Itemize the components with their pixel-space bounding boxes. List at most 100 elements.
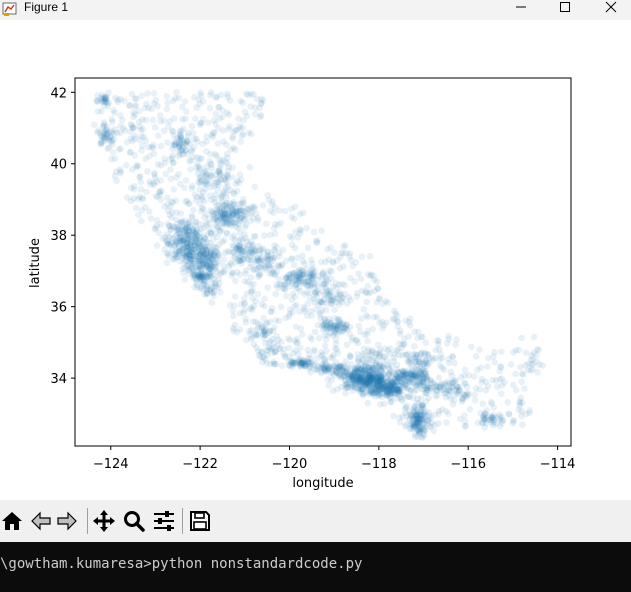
data-point: [301, 362, 309, 370]
data-point: [279, 246, 287, 254]
minimize-button[interactable]: [499, 0, 543, 14]
maximize-button[interactable]: [543, 0, 587, 14]
data-point: [273, 281, 280, 289]
data-point: [320, 365, 328, 372]
data-point: [213, 208, 221, 215]
data-point: [176, 141, 184, 148]
close-button[interactable]: [589, 0, 631, 14]
data-point: [181, 264, 189, 271]
data-point: [366, 272, 374, 280]
data-point: [288, 274, 296, 282]
data-point: [203, 250, 211, 257]
data-point: [150, 179, 157, 187]
data-point: [334, 325, 341, 333]
data-point: [349, 262, 357, 270]
data-point: [228, 211, 235, 219]
data-point: [223, 171, 231, 179]
data-point: [108, 136, 116, 144]
back-button[interactable]: [29, 509, 53, 533]
data-point: [176, 137, 184, 145]
data-point: [211, 150, 219, 158]
data-point: [341, 325, 348, 333]
data-point: [252, 318, 260, 325]
data-point: [376, 294, 384, 302]
data-point: [152, 96, 159, 104]
data-point: [249, 306, 256, 313]
data-point: [488, 414, 495, 422]
data-point: [224, 93, 231, 101]
data-point: [184, 244, 192, 252]
zoom-button[interactable]: [122, 509, 146, 533]
data-point: [173, 226, 181, 233]
data-point: [149, 144, 157, 152]
data-point: [169, 128, 177, 135]
data-point: [202, 260, 210, 268]
data-point: [176, 248, 184, 255]
data-point: [321, 367, 329, 375]
data-point: [185, 232, 192, 239]
data-point: [220, 219, 227, 227]
data-point: [403, 412, 410, 419]
data-point: [169, 145, 176, 153]
data-point: [182, 141, 190, 149]
data-point: [229, 218, 236, 226]
data-point: [195, 96, 203, 103]
data-point: [111, 172, 119, 180]
data-point: [310, 295, 318, 303]
data-point: [228, 173, 236, 181]
data-point: [316, 311, 323, 318]
data-point: [306, 289, 314, 297]
data-point: [310, 228, 318, 236]
data-point: [322, 320, 329, 327]
configure-subplots-button[interactable]: [152, 509, 176, 533]
pan-button[interactable]: [92, 509, 116, 533]
data-point: [194, 255, 202, 262]
data-point: [453, 383, 461, 391]
forward-button[interactable]: [55, 509, 79, 533]
data-point: [177, 220, 184, 227]
data-point: [208, 131, 216, 139]
data-point: [253, 210, 260, 218]
data-point: [131, 135, 138, 143]
data-point: [161, 155, 168, 163]
data-point: [236, 257, 244, 264]
data-point: [171, 242, 179, 249]
data-point: [261, 263, 269, 270]
data-point: [180, 137, 187, 145]
data-point: [497, 363, 505, 371]
data-point: [432, 354, 439, 362]
data-point: [135, 107, 143, 115]
data-point: [207, 273, 215, 280]
data-point: [285, 271, 293, 278]
data-point: [297, 266, 305, 274]
data-point: [342, 389, 349, 397]
data-point: [176, 143, 183, 151]
data-point: [250, 215, 257, 222]
data-point: [255, 257, 263, 264]
data-point: [172, 140, 179, 147]
data-point: [365, 371, 373, 379]
data-point: [304, 277, 312, 285]
data-point: [258, 100, 265, 107]
data-point: [322, 258, 329, 266]
data-point: [465, 391, 473, 398]
save-button[interactable]: [188, 509, 212, 533]
data-point: [212, 215, 220, 222]
data-point: [232, 223, 240, 231]
data-point: [181, 184, 188, 192]
data-point: [214, 284, 222, 292]
figure-canvas[interactable]: −124 −122 −120 −118 −116 −114 34 36 38 40 42 long…: [0, 20, 631, 500]
home-button[interactable]: [0, 509, 24, 533]
data-point: [168, 234, 176, 242]
data-point: [252, 247, 259, 254]
data-point: [253, 257, 261, 264]
terminal-panel[interactable]: \gowtham.kumaresa>python nonstandardcode…: [0, 542, 631, 592]
data-point: [225, 262, 232, 270]
data-point: [232, 209, 240, 217]
data-point: [151, 124, 159, 131]
data-point: [163, 93, 171, 100]
data-point: [236, 242, 243, 249]
data-point: [250, 340, 258, 348]
data-point: [403, 402, 411, 410]
data-point: [187, 246, 195, 253]
